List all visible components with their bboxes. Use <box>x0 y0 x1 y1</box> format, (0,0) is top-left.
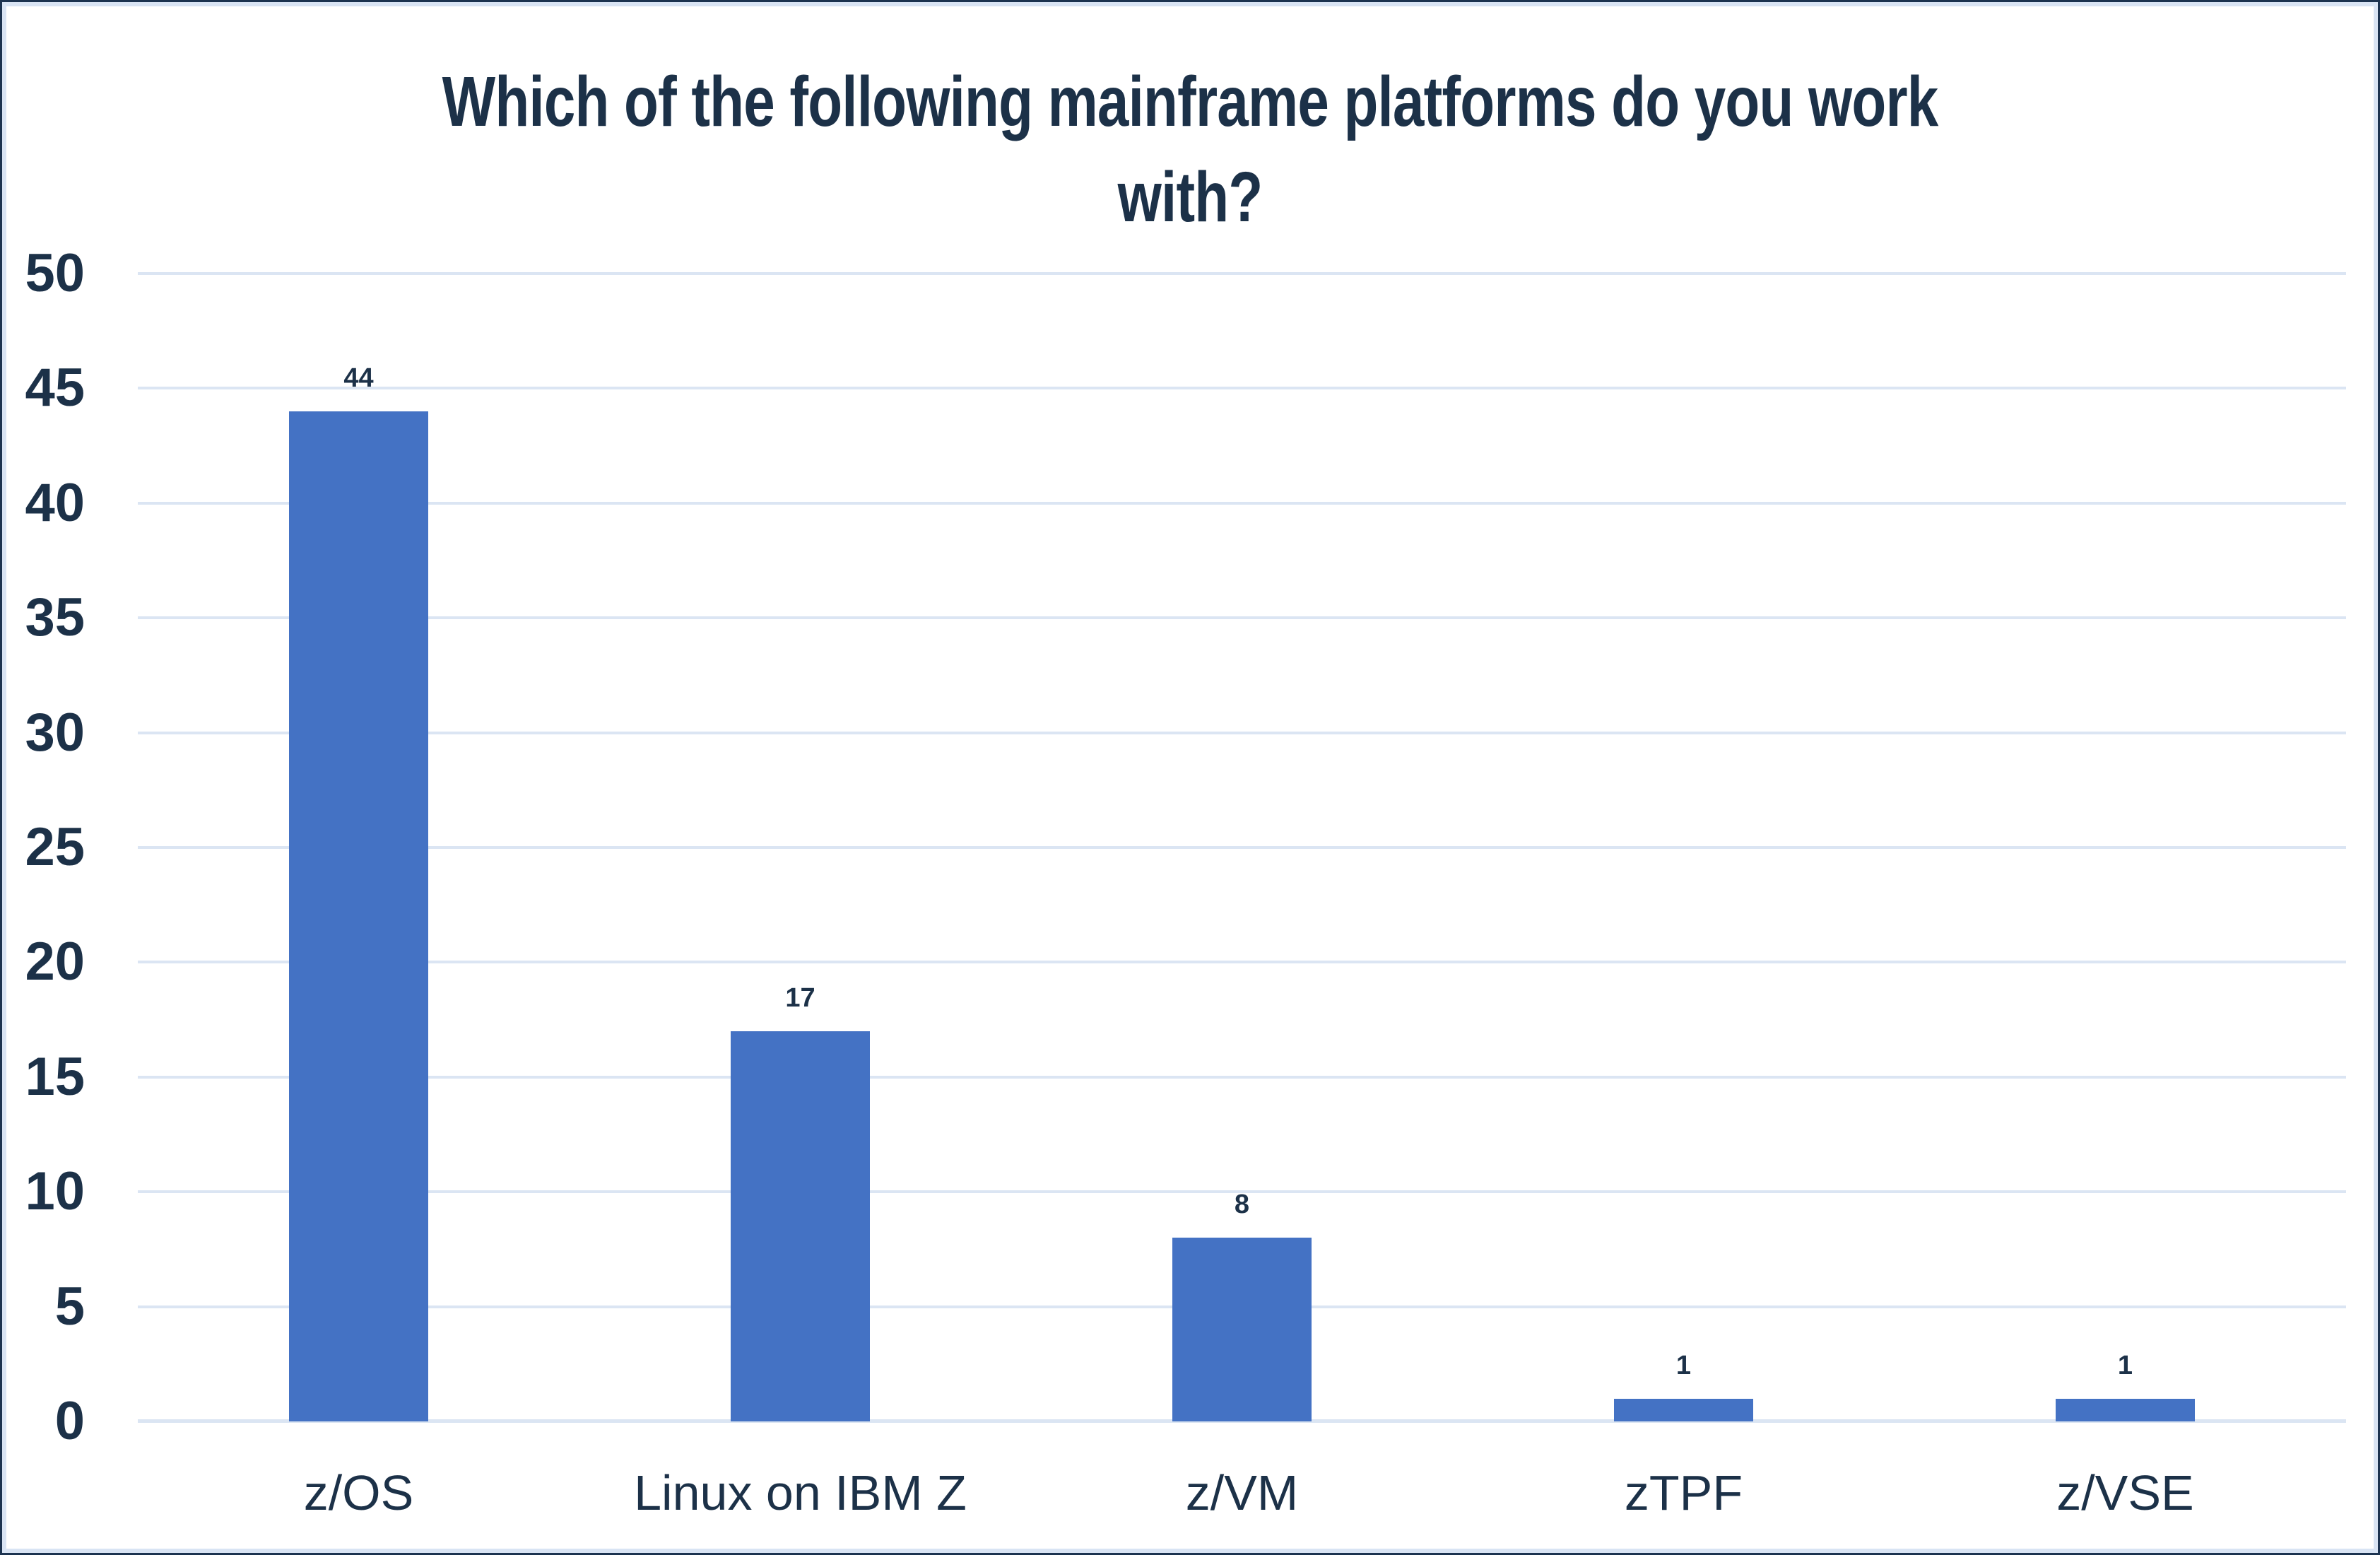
gridline-y-50 <box>138 272 2346 275</box>
y-axis-tick-label-20: 20 <box>25 932 85 992</box>
y-axis-tick-label-40: 40 <box>25 472 85 533</box>
bar-value-label-z-vse: 1 <box>2117 1350 2133 1380</box>
y-axis: 0 5 10 15 20 25 30 35 40 45 50 <box>0 243 85 1451</box>
y-axis-tick-label-45: 45 <box>25 358 85 418</box>
chart-title-line-2: with? <box>1117 158 1263 237</box>
x-axis: z/OS Linux on IBM Z z/VM zTPF z/VSE <box>138 1461 2346 1553</box>
gridline-y-20 <box>138 961 2346 964</box>
y-axis-tick-label-5: 5 <box>54 1276 85 1337</box>
bar-linux-on-ibm-z <box>731 1031 870 1421</box>
gridline-y-15 <box>138 1075 2346 1079</box>
y-axis-tick-label-15: 15 <box>25 1046 85 1107</box>
y-axis-tick-label-35: 35 <box>25 587 85 648</box>
bar-z-vm <box>1172 1238 1312 1421</box>
y-axis-tick-label-0: 0 <box>54 1391 85 1451</box>
x-axis-category-label-z-vse: z/VSE <box>2056 1465 2194 1520</box>
bar-value-label-z-vm: 8 <box>1234 1190 1250 1220</box>
bar-z-os <box>289 411 428 1421</box>
gridline-y-30 <box>138 731 2346 734</box>
gridline-y-45 <box>138 387 2346 390</box>
x-axis-category-label-z-vm: z/VM <box>1185 1465 1299 1520</box>
y-axis-tick-label-50: 50 <box>25 243 85 303</box>
gridline-y-25 <box>138 846 2346 849</box>
y-axis-tick-label-25: 25 <box>25 817 85 877</box>
bar-z-vse <box>2056 1398 2195 1421</box>
bar-value-label-linux-on-ibm-z: 17 <box>785 982 815 1013</box>
chart-title-line-1: Which of the following mainframe platfor… <box>442 62 1939 141</box>
bar-value-label-ztpf: 1 <box>1675 1350 1692 1380</box>
gridline-y-35 <box>138 616 2346 620</box>
x-axis-category-label-linux-on-ibm-z: Linux on IBM Z <box>634 1465 967 1520</box>
y-axis-tick-label-30: 30 <box>25 702 85 763</box>
plot-area-bars: 44 17 8 1 1 <box>138 274 2346 1421</box>
y-axis-tick-label-10: 10 <box>25 1161 85 1222</box>
x-axis-category-label-z-os: z/OS <box>303 1465 414 1520</box>
bar-ztpf <box>1614 1398 1753 1421</box>
bar-value-label-z-os: 44 <box>343 363 374 393</box>
x-axis-category-label-ztpf: zTPF <box>1624 1465 1743 1520</box>
gridline-y-40 <box>138 501 2346 505</box>
chart-title: Which of the following mainframe platfor… <box>0 54 2380 245</box>
gridline-y-10 <box>138 1190 2346 1194</box>
